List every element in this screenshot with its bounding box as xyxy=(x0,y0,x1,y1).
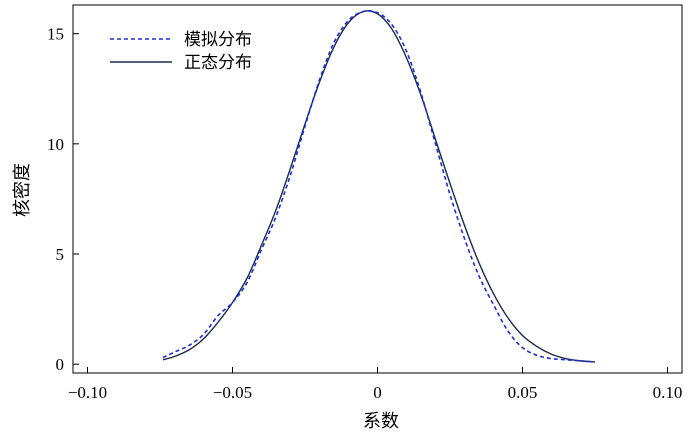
series-layer xyxy=(162,10,596,363)
y-tick-label: 10 xyxy=(47,135,64,154)
legend-label-simulated: 模拟分布 xyxy=(184,30,252,50)
y-tick-label: 0 xyxy=(56,355,65,374)
x-tick-label: 0.05 xyxy=(508,383,538,402)
axis-ticks: −0.10 −0.05 0 0.05 0.10 0 5 10 15 xyxy=(47,25,682,402)
x-tick-label: −0.10 xyxy=(68,383,107,402)
x-tick-label: −0.05 xyxy=(213,383,252,402)
series-simulated-distribution xyxy=(162,10,596,363)
y-tick-label: 15 xyxy=(47,25,64,44)
legend: 模拟分布 正态分布 xyxy=(110,30,252,73)
x-axis-title: 系数 xyxy=(363,411,399,432)
series-normal-distribution xyxy=(162,10,596,363)
plot-frame xyxy=(72,4,683,374)
x-tick-label: 0 xyxy=(373,383,382,402)
x-tick-label: 0.10 xyxy=(653,383,683,402)
y-tick-label: 5 xyxy=(56,245,65,264)
legend-label-normal: 正态分布 xyxy=(184,53,252,73)
y-axis-title: 核密度 xyxy=(12,163,33,217)
